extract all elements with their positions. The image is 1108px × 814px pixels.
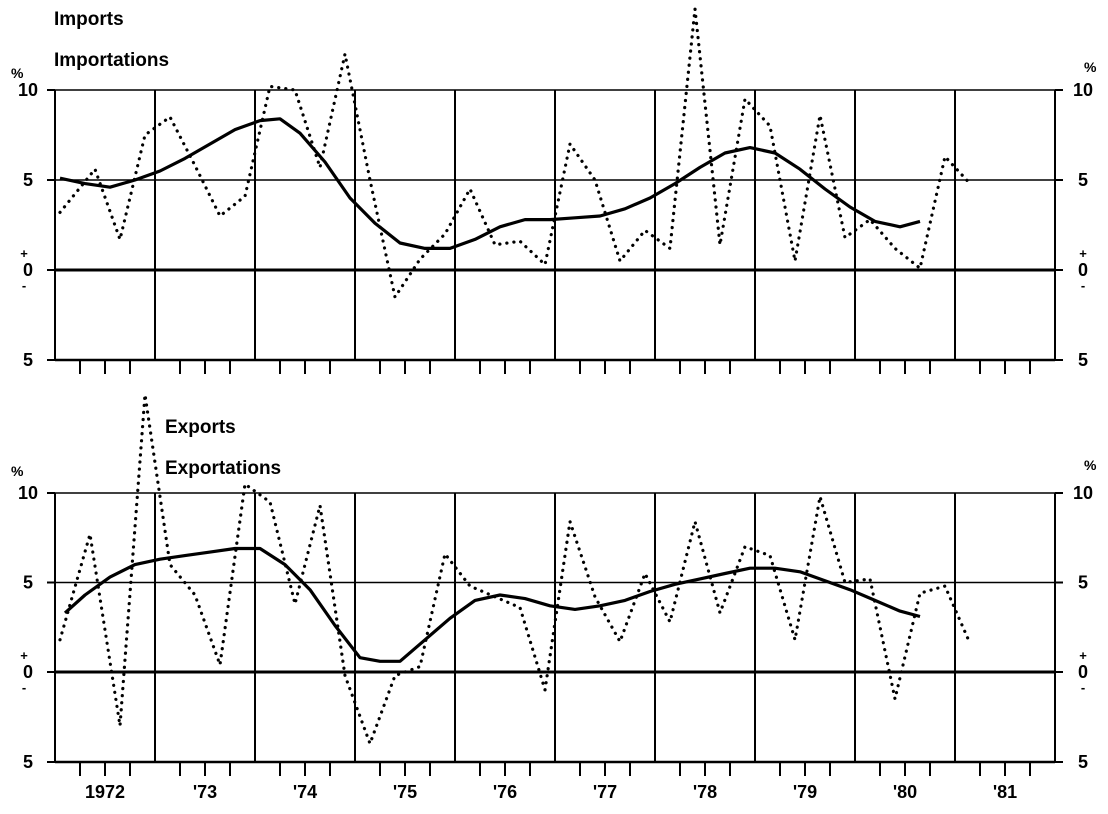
imports-plus-sign: + (1079, 246, 1087, 261)
exports-title: Exports (165, 417, 236, 438)
exports-grid (54, 492, 1056, 762)
exports-y-tick-label-right: 0 (1078, 662, 1088, 682)
exports-plus-sign: + (1079, 648, 1087, 663)
imports-y-tick-label-right: 5 (1078, 170, 1088, 190)
exports-plus-sign: + (20, 648, 28, 663)
exports-series (58, 394, 972, 749)
imports-y-tick-label-right: 5 (1078, 350, 1088, 370)
exports-unit-left: % (11, 463, 24, 479)
exports-x-tick-label: '75 (393, 782, 417, 802)
exports-unit-right: % (1084, 457, 1097, 473)
exports-y-tick-label-left: 10 (18, 483, 38, 503)
exports-minus-sign: - (1081, 680, 1085, 695)
imports-y-tick-label-left: 5 (23, 170, 33, 190)
exports-panel: 10 10 5 5 0 0 5 5 + - + - 1972 '73 '74 '75 '76 '77 '78 '79… (11, 394, 1097, 802)
imports-y-tick-labels: 10 10 5 5 0 0 5 5 + - + - (18, 80, 1093, 370)
exports-x-tick-labels: 1972 '73 '74 '75 '76 '77 '78 '79 '80 '81 (85, 782, 1017, 802)
exports-y-tick-label-left: 5 (23, 752, 33, 772)
exports-minus-sign: - (22, 680, 26, 695)
imports-y-tick-label-left: 0 (23, 260, 33, 280)
imports-panel: 10 10 5 5 0 0 5 5 + - + - Imports Importations % % (11, 8, 1097, 374)
exports-y-tick-label-right: 5 (1078, 752, 1088, 772)
imports-plus-sign: + (20, 246, 28, 261)
exports-x-tick-label: '74 (293, 782, 317, 802)
exports-y-tick-label-right: 5 (1078, 573, 1088, 593)
imports-unit-right: % (1084, 59, 1097, 75)
imports-grid (54, 89, 1056, 360)
exports-ticks (47, 492, 1063, 776)
exports-axes (55, 670, 1055, 764)
exports-y-tick-labels: 10 10 5 5 0 0 5 5 + - + - (18, 483, 1093, 772)
exports-x-tick-label: '77 (593, 782, 617, 802)
imports-y-tick-label-right: 10 (1073, 80, 1093, 100)
exports-y-tick-label-left: 5 (23, 573, 33, 593)
imports-y-tick-label-left: 10 (18, 80, 38, 100)
imports-series (58, 8, 972, 302)
exports-x-tick-label: '76 (493, 782, 517, 802)
imports-unit-left: % (11, 65, 24, 81)
imports-y-tick-label-left: 5 (23, 350, 33, 370)
exports-x-tick-label: '79 (793, 782, 817, 802)
imports-ticks (47, 89, 1063, 374)
imports-minus-sign: - (1081, 278, 1085, 293)
imports-title: Imports (54, 9, 124, 30)
exports-x-tick-label: '80 (893, 782, 917, 802)
exports-quarterly-series (58, 394, 972, 749)
exports-y-tick-label-left: 0 (23, 662, 33, 682)
exports-subtitle: Exportations (165, 458, 281, 479)
exports-trend-series (63, 546, 921, 663)
imports-y-tick-label-right: 0 (1078, 260, 1088, 280)
exports-x-tick-label: '78 (693, 782, 717, 802)
imports-minus-sign: - (22, 278, 26, 293)
imports-subtitle: Importations (54, 50, 169, 71)
exports-x-tick-label: '73 (193, 782, 217, 802)
exports-y-tick-label-right: 10 (1073, 483, 1093, 503)
imports-axes (55, 268, 1055, 362)
imports-quarterly-series (58, 8, 972, 302)
exports-x-tick-label: '81 (993, 782, 1017, 802)
imports-trend-series (59, 117, 921, 250)
exports-x-tick-label: 1972 (85, 782, 125, 802)
